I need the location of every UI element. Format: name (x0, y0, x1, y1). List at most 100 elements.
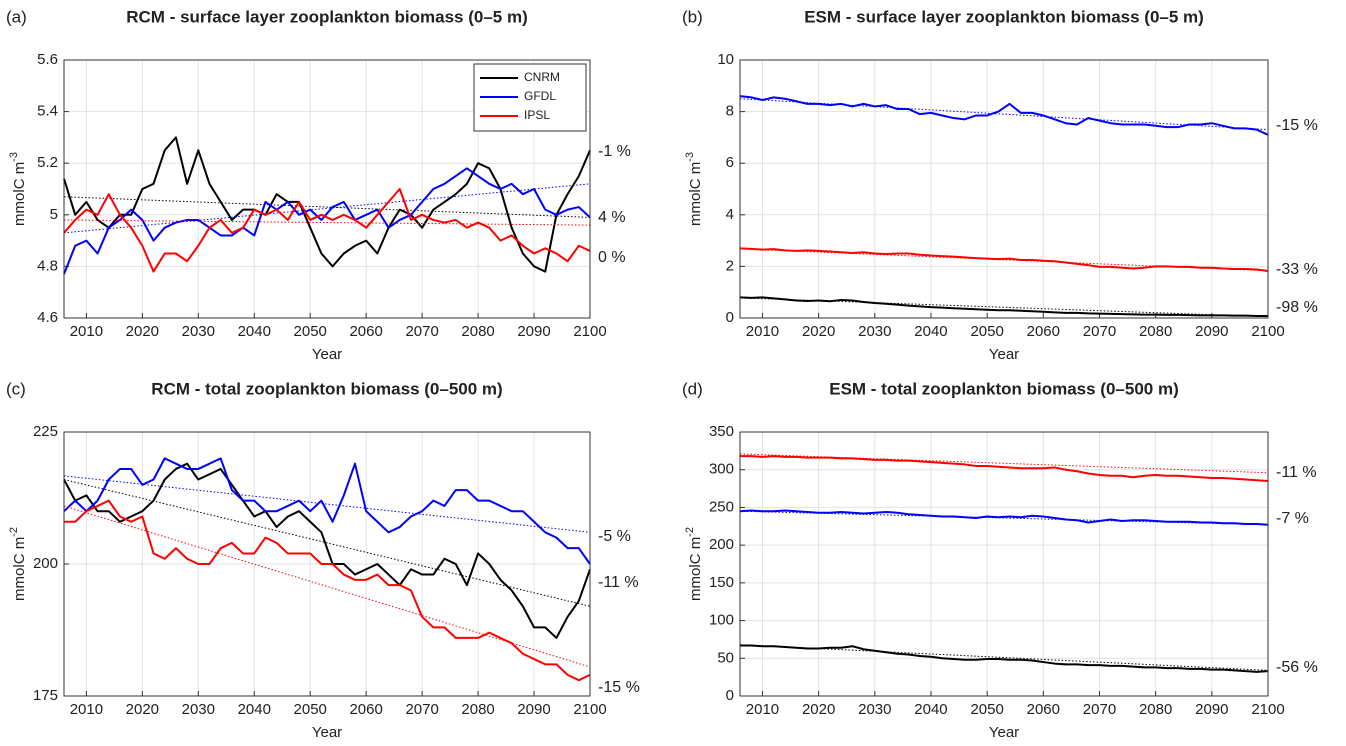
trend-line (63, 479, 591, 607)
x-tick-label: 2030 (858, 323, 891, 340)
x-tick-label: 2050 (970, 323, 1003, 340)
y-tick-label: 0 (726, 309, 734, 326)
end-label: -98 % (1276, 299, 1318, 316)
y-tick-label: 5.6 (37, 51, 58, 68)
y-axis-label: mmolC m-3 (8, 152, 28, 226)
x-tick-label: 2060 (1027, 323, 1060, 340)
x-tick-label: 2010 (70, 323, 103, 340)
y-tick-label: 5 (50, 206, 58, 223)
trend-line (63, 505, 591, 668)
y-axis-label-text: mmolC m (11, 162, 28, 226)
x-tick-label: 2100 (573, 323, 606, 340)
x-tick-label: 2040 (238, 701, 271, 718)
y-axis-label-exponent: -3 (8, 152, 20, 162)
y-axis-label-exponent: -3 (684, 152, 696, 162)
y-tick-label: 50 (717, 649, 734, 666)
series-line (739, 95, 1269, 136)
y-tick-label: 300 (709, 461, 734, 478)
y-axis-label-exponent: -2 (684, 527, 696, 537)
x-tick-label: 2010 (746, 323, 779, 340)
x-tick-label: 2030 (182, 701, 215, 718)
legend-label: GFDL (524, 89, 556, 103)
x-tick-label: 2030 (182, 323, 215, 340)
y-tick-label: 4 (726, 206, 734, 223)
x-tick-label: 2050 (294, 701, 327, 718)
x-tick-label: 2060 (349, 701, 382, 718)
trend-line (739, 98, 1269, 131)
y-tick-label: 5.4 (37, 103, 58, 120)
panel-label: (a) (6, 7, 27, 26)
x-tick-label: 2020 (126, 323, 159, 340)
series-line (739, 247, 1269, 273)
x-tick-label: 2090 (1195, 701, 1228, 718)
series-line (63, 457, 591, 565)
y-tick-label: 8 (726, 103, 734, 120)
x-tick-label: 2100 (573, 701, 606, 718)
end-label: 0 % (598, 249, 626, 266)
end-label: -15 % (1276, 117, 1318, 134)
end-label: 4 % (598, 209, 626, 226)
series-line (740, 644, 1269, 673)
x-tick-label: 2070 (405, 701, 438, 718)
x-tick-label: 2080 (461, 701, 494, 718)
y-tick-label: 250 (709, 498, 734, 515)
x-axis-label: Year (312, 346, 342, 363)
series-line (63, 136, 591, 273)
legend-label: IPSL (524, 108, 550, 122)
y-axis-label: mmolC m-2 (684, 527, 704, 601)
end-label: -5 % (598, 528, 631, 545)
x-tick-label: 2070 (405, 323, 438, 340)
panel: (a) RCM - surface layer zooplankton bioma… (6, 7, 631, 362)
y-tick-label: 175 (33, 687, 58, 704)
x-tick-label: 2040 (914, 701, 947, 718)
x-tick-label: 2090 (517, 701, 550, 718)
x-tick-label: 2070 (1083, 701, 1116, 718)
y-tick-label: 225 (33, 423, 58, 440)
x-tick-label: 2050 (970, 701, 1003, 718)
x-tick-label: 2100 (1251, 323, 1284, 340)
legend-label: CNRM (524, 70, 560, 84)
trend-line (739, 644, 1269, 671)
x-tick-label: 2030 (858, 701, 891, 718)
end-label: -11 % (598, 574, 639, 591)
y-tick-label: 350 (709, 423, 734, 440)
plot-frame (63, 431, 591, 697)
panel-label: (b) (682, 7, 703, 26)
y-tick-label: 6 (726, 154, 734, 171)
trend-line (63, 196, 591, 218)
plot-frame (63, 59, 591, 319)
x-tick-label: 2100 (1251, 701, 1284, 718)
y-tick-label: 10 (717, 51, 734, 68)
trend-line (63, 475, 591, 533)
y-tick-label: 5.2 (37, 154, 58, 171)
x-tick-label: 2080 (1139, 323, 1172, 340)
series-line (64, 499, 591, 682)
x-tick-label: 2080 (461, 323, 494, 340)
x-tick-label: 2010 (70, 701, 103, 718)
y-axis-label-text: mmolC m (11, 537, 28, 601)
chart-title: RCM - surface layer zooplankton biomass … (126, 7, 528, 26)
x-tick-label: 2020 (126, 701, 159, 718)
end-label: -33 % (1276, 261, 1318, 278)
series-line (63, 188, 591, 273)
x-tick-label: 2060 (1027, 701, 1060, 718)
x-tick-label: 2010 (746, 701, 779, 718)
series-line (63, 167, 591, 275)
x-axis-label: Year (989, 724, 1019, 741)
series-line (63, 462, 591, 639)
y-axis-label-text: mmolC m (687, 537, 704, 601)
y-tick-label: 0 (726, 687, 734, 704)
end-label: -15 % (598, 679, 640, 696)
y-tick-label: 2 (726, 257, 734, 274)
plot-frame (739, 431, 1269, 697)
x-tick-label: 2020 (802, 701, 835, 718)
x-tick-label: 2060 (349, 323, 382, 340)
x-tick-label: 2080 (1139, 701, 1172, 718)
series-line (740, 455, 1269, 483)
x-tick-label: 2090 (1195, 323, 1228, 340)
panel-label: (d) (682, 379, 703, 398)
x-tick-label: 2050 (294, 323, 327, 340)
plot-frame (739, 59, 1269, 319)
panel-label: (c) (6, 379, 26, 398)
end-label: -1 % (598, 143, 631, 160)
